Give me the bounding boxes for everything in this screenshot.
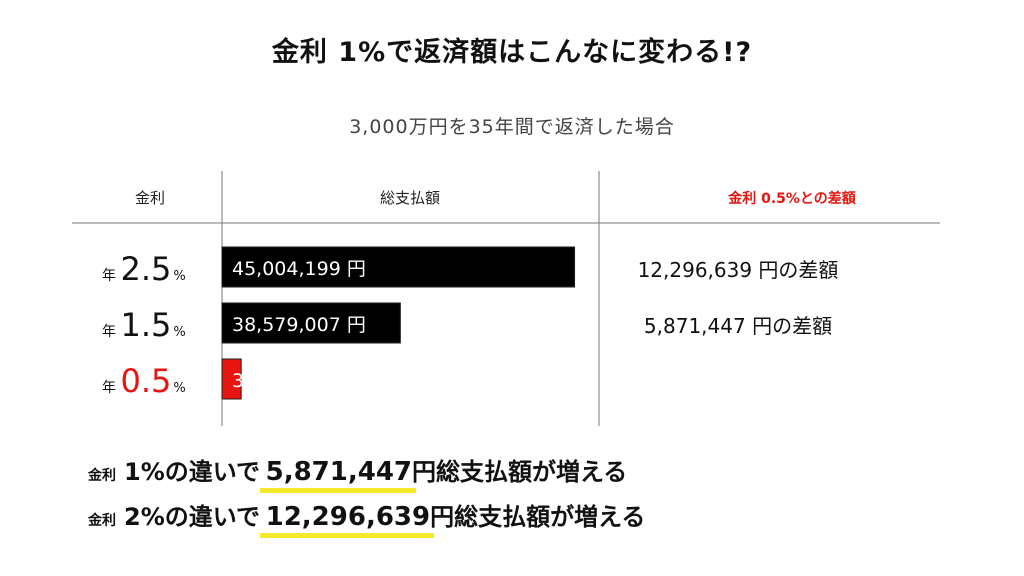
note-prefix: 金利	[88, 513, 116, 529]
bar	[221, 302, 401, 344]
page-subtitle: 3,000万円を35年間で返済した場合	[349, 116, 675, 138]
bar-value-label: 38,579,007 円	[232, 314, 366, 336]
bar	[221, 358, 242, 400]
rate-label: 年 2.5%	[102, 250, 186, 288]
column-header: 総支払額	[380, 189, 440, 207]
note-amount: 12,296,639	[259, 502, 435, 538]
note-1pct: 金利 1%の違いで 5,871,447円総支払額が増える	[88, 452, 628, 493]
note-text: 円総支払額が増える	[430, 503, 646, 531]
note-prefix: 金利	[88, 468, 116, 484]
note-2pct: 金利 2%の違いで 12,296,639円総支払額が増える	[88, 497, 646, 538]
bar	[221, 246, 576, 288]
note-amount: 5,871,447	[259, 457, 417, 493]
bar-value-label: 32,707,560 円	[232, 370, 366, 392]
note-text: 1%の違いで	[124, 458, 261, 486]
column-header: 金利 0.5%との差額	[727, 190, 856, 207]
rate-label: 年 1.5%	[102, 306, 186, 344]
rate-label: 年 0.5%	[102, 362, 186, 400]
page-title: 金利 1%で返済額はこんなに変わる!?	[271, 37, 753, 68]
column-header: 金利	[135, 189, 165, 207]
difference-label: 12,296,639 円の差額	[638, 258, 839, 282]
bar-value-label: 45,004,199 円	[232, 258, 366, 280]
note-text: 2%の違いで	[124, 503, 261, 531]
difference-label: 5,871,447 円の差額	[644, 314, 832, 338]
note-text: 円総支払額が増える	[412, 458, 628, 486]
